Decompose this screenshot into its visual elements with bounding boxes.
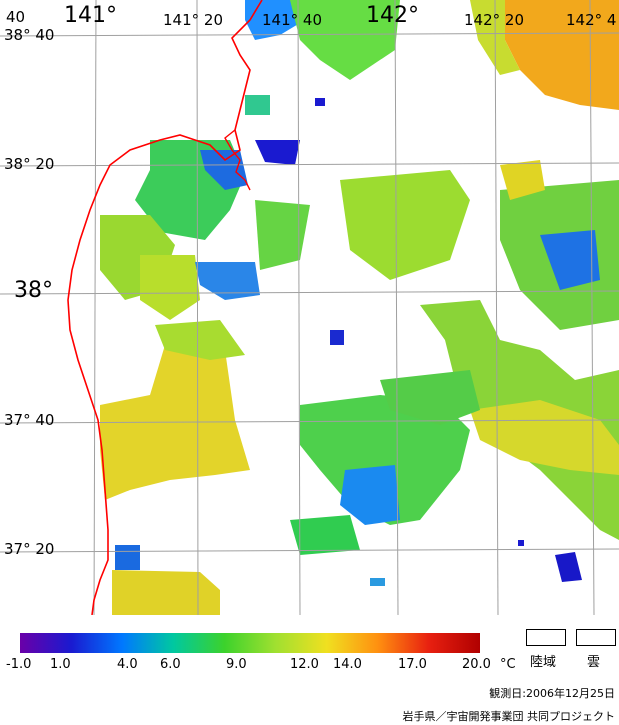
cold-pixel xyxy=(315,98,325,106)
scale-tick: 17.0 xyxy=(398,657,427,672)
cool-region-south-center xyxy=(340,465,400,525)
sea-surface-temperature-map xyxy=(0,0,619,615)
longitude-label-142-40: 142° 4 xyxy=(566,11,617,29)
cold-region-north xyxy=(255,140,300,165)
graticule xyxy=(0,0,619,615)
latitude-label-37-20: 37° 20 xyxy=(4,540,55,558)
mild-region-west-center xyxy=(140,255,200,320)
longitude-label-141: 141° xyxy=(64,3,117,28)
warm-region-east-edge xyxy=(500,160,545,200)
coastline xyxy=(67,0,263,615)
latitude-label-38-40: 38° 40 xyxy=(4,26,55,44)
cold-pixel xyxy=(330,330,344,345)
legend-land-box xyxy=(526,629,566,646)
longitude-label-141-40: 141° 40 xyxy=(262,11,322,29)
cool-region-south xyxy=(115,545,140,570)
mild-region-southeast-core xyxy=(380,370,480,425)
cool-region-north-coast xyxy=(245,0,305,40)
temperature-color-scale xyxy=(20,633,480,653)
longitude-label-141-20: 141° 20 xyxy=(163,11,223,29)
longitude-label-140-40: 40 xyxy=(6,8,26,26)
warm-region-south xyxy=(112,570,220,615)
longitude-label-142: 142° xyxy=(366,3,419,28)
scale-tick: 6.0 xyxy=(160,657,181,672)
temperature-regions xyxy=(100,0,619,615)
mild-region-central-north xyxy=(255,200,310,270)
scale-tick: -1.0 xyxy=(6,657,32,672)
scale-tick: 20.0 xyxy=(462,657,491,672)
latitude-label-38: 38° xyxy=(14,278,53,303)
warm-region-southeast xyxy=(470,400,619,475)
observation-date: 観測日:2006年12月25日 xyxy=(489,687,615,700)
legend-cloud-box xyxy=(576,629,616,646)
mild-region-north xyxy=(290,0,400,80)
scale-tick: 12.0 xyxy=(290,657,319,672)
scale-unit: °C xyxy=(500,657,516,672)
cold-region-southeast xyxy=(555,552,582,582)
cool-region-northwest xyxy=(200,150,248,190)
cold-pixel xyxy=(518,540,524,546)
legend-land-label: 陸域 xyxy=(530,655,557,670)
credit: 岩手県／宇宙開発事業団 共同プロジェクト xyxy=(402,710,616,723)
cool-region-west-center xyxy=(195,262,260,300)
coastline-bay xyxy=(224,129,251,191)
cool-pixel xyxy=(245,95,270,115)
latitude-label-37-40: 37° 40 xyxy=(4,411,55,429)
scale-tick: 14.0 xyxy=(333,657,362,672)
cool-region-far-east xyxy=(540,230,600,290)
longitude-label-142-20: 142° 20 xyxy=(464,11,524,29)
latitude-label-38-20: 38° 20 xyxy=(4,155,55,173)
scale-tick: 1.0 xyxy=(50,657,71,672)
legend-cloud-label: 雲 xyxy=(587,655,601,670)
scale-tick: 4.0 xyxy=(117,657,138,672)
cool-pixel xyxy=(370,578,385,586)
mild-region-east xyxy=(340,170,470,280)
mild-region-southwest-top xyxy=(155,320,245,360)
mild-region-south-left xyxy=(290,515,360,555)
scale-tick: 9.0 xyxy=(226,657,247,672)
